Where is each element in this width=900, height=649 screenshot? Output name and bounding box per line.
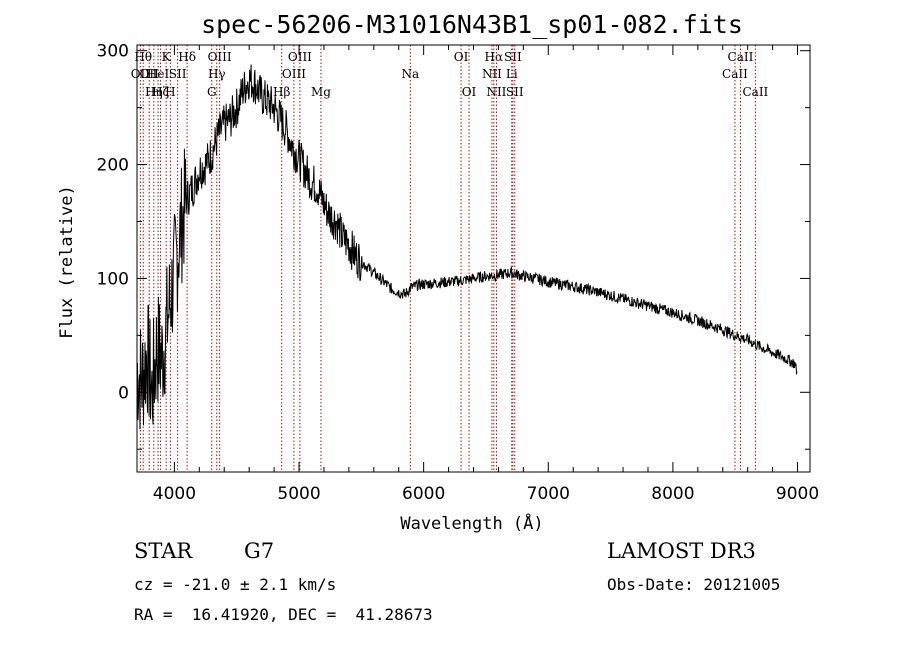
line-marker-label: SII [504,50,522,64]
line-marker-label: Hα [485,50,504,64]
line-marker-label: Li [506,67,518,81]
spectrum-series [136,64,798,430]
y-tick-label: 100 [97,269,129,289]
chart-title: spec-56206-M31016N43B1_sp01-082.fits [201,10,743,39]
line-marker-label: Hβ [273,85,290,99]
line-marker-label: SII [506,85,524,99]
line-marker-label: OI [462,85,477,99]
line-marker-label: Hθ [134,50,152,64]
survey-label: LAMOST DR3 [607,539,756,563]
redshift-velocity: cz = -21.0 ± 2.1 km/s [134,575,337,594]
line-marker-label: CaII [742,85,768,99]
line-marker-label: CaII [728,50,754,64]
x-tick-label: 6000 [402,484,445,504]
y-tick-label: 0 [118,383,129,403]
line-marker-label: SII [169,67,187,81]
line-marker-label: OI [454,50,469,64]
line-marker-label: CaII [722,67,748,81]
y-tick-label: 300 [97,42,129,62]
line-marker-label: HeI [147,67,170,81]
x-axis-label: Wavelength (Å) [400,512,543,534]
line-marker-label: Na [401,67,419,81]
line-marker-label: Mg [311,85,331,99]
axis-ticks: 4000 5000 6000 7000 8000 9000 0 100 200 300 [97,42,820,504]
line-marker-label: Hδ [178,50,196,64]
line-marker-label: G [207,85,217,99]
x-tick-label: 9000 [776,484,819,504]
y-axis-label: Flux (relative) [57,185,77,339]
observation-date: Obs-Date: 20121005 [607,575,781,594]
line-marker-label: Hγ [208,67,226,81]
x-tick-label: 4000 [153,484,196,504]
x-tick-label: 7000 [527,484,570,504]
line-marker-label: K [162,50,172,64]
subclass-label: G7 [244,539,275,563]
x-tick-label: 5000 [277,484,320,504]
line-marker-label: OIII [282,67,306,81]
class-label: STAR [134,539,193,563]
line-marker-label: OIII [208,50,232,64]
line-marker-label: OIII [288,50,312,64]
x-tick-label: 8000 [651,484,694,504]
line-marker-label: OII [131,67,151,81]
line-marker-label: NII [486,85,506,99]
y-tick-label: 200 [97,156,129,176]
line-marker-label: H [165,85,175,99]
line-marker-label: Hζ [152,85,169,99]
coordinates: RA = 16.41920, DEC = 41.28673 [134,605,433,624]
spectrum-chart: spec-56206-M31016N43B1_sp01-082.fits OII… [57,10,820,534]
emission-absorption-line-markers: OIIHθOIIHηHeIHζKHSIIHδGHγOIIIHβOIIIOIIIM… [131,45,769,472]
line-marker-label: NII [482,67,502,81]
